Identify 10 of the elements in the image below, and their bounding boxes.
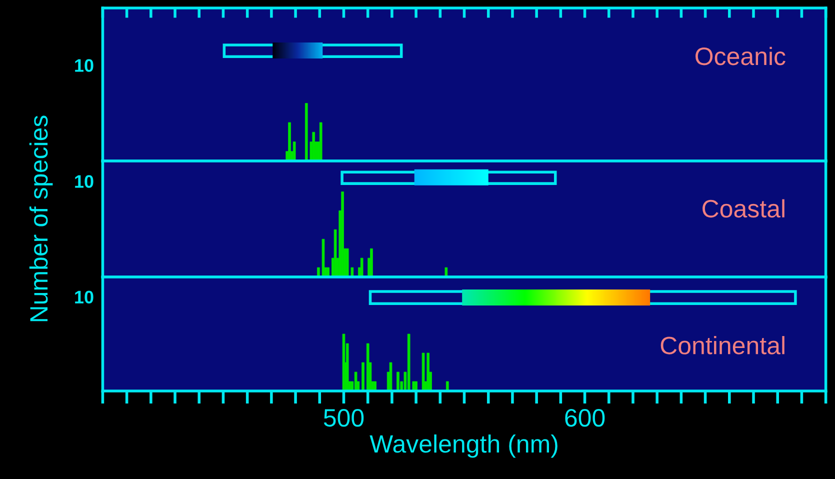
x-tick-label: 600 (565, 409, 605, 427)
text: 10 (75, 175, 94, 188)
x-tick-label: 500 (324, 409, 364, 427)
chart-title: Continental (660, 336, 784, 354)
chart-title: Coastal (702, 199, 784, 218)
y-axis-title: Number of species (29, 116, 53, 322)
x-axis-title: Wavelength (nm) (370, 434, 558, 458)
chart-title: Oceanic (696, 46, 786, 66)
text: 10 (75, 290, 94, 304)
text: 10 (75, 59, 94, 72)
